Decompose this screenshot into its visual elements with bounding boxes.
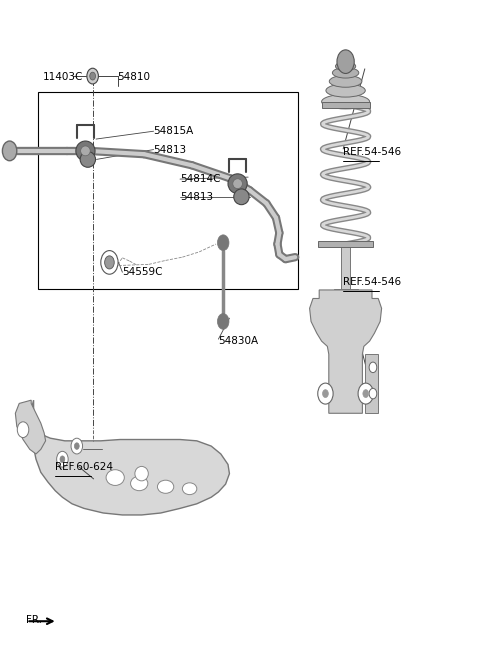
- Ellipse shape: [80, 152, 96, 167]
- Text: 54815A: 54815A: [154, 126, 194, 136]
- Ellipse shape: [234, 189, 249, 205]
- Circle shape: [217, 314, 229, 329]
- Ellipse shape: [326, 84, 365, 97]
- Circle shape: [337, 50, 354, 73]
- Polygon shape: [310, 290, 382, 413]
- Ellipse shape: [228, 174, 247, 194]
- Ellipse shape: [135, 466, 148, 481]
- Ellipse shape: [106, 470, 124, 485]
- Bar: [365, 354, 378, 413]
- Text: 54830A: 54830A: [218, 336, 259, 346]
- Ellipse shape: [332, 68, 359, 78]
- Ellipse shape: [182, 483, 197, 495]
- Polygon shape: [15, 400, 46, 454]
- Circle shape: [363, 390, 369, 398]
- Text: 54559C: 54559C: [122, 267, 163, 277]
- Text: REF.54-546: REF.54-546: [343, 147, 401, 157]
- Text: 54813: 54813: [180, 192, 213, 202]
- Circle shape: [87, 68, 98, 84]
- Ellipse shape: [131, 476, 148, 491]
- Circle shape: [101, 251, 118, 274]
- Bar: [334, 289, 358, 354]
- Bar: [38, 92, 298, 289]
- Circle shape: [318, 383, 333, 404]
- Text: 54813: 54813: [154, 144, 187, 155]
- Ellipse shape: [81, 146, 90, 156]
- Ellipse shape: [233, 178, 242, 189]
- Bar: [322, 102, 370, 108]
- Text: REF.60-624: REF.60-624: [55, 462, 113, 472]
- Bar: [341, 244, 350, 289]
- Text: 11403C: 11403C: [43, 72, 84, 82]
- Circle shape: [17, 422, 29, 438]
- Circle shape: [57, 451, 68, 467]
- Ellipse shape: [336, 62, 356, 71]
- Text: REF.54-546: REF.54-546: [343, 277, 401, 287]
- Ellipse shape: [76, 141, 95, 161]
- Circle shape: [2, 141, 17, 161]
- Circle shape: [217, 235, 229, 251]
- Circle shape: [358, 383, 373, 404]
- Ellipse shape: [322, 94, 370, 109]
- Text: 54814C: 54814C: [180, 174, 220, 184]
- Circle shape: [369, 362, 377, 373]
- Polygon shape: [31, 400, 229, 515]
- Circle shape: [369, 388, 377, 399]
- Circle shape: [74, 443, 79, 449]
- Circle shape: [71, 438, 83, 454]
- Bar: [318, 241, 373, 247]
- Ellipse shape: [329, 75, 362, 87]
- Ellipse shape: [157, 480, 174, 493]
- Circle shape: [90, 72, 96, 80]
- Text: 54810: 54810: [118, 72, 151, 82]
- Circle shape: [105, 256, 114, 269]
- Circle shape: [60, 456, 65, 462]
- Text: FR.: FR.: [26, 615, 42, 625]
- Circle shape: [323, 390, 328, 398]
